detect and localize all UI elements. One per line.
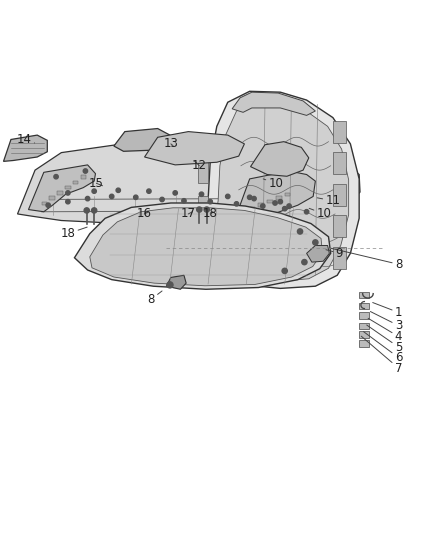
Text: 9: 9 (326, 247, 343, 260)
Circle shape (304, 209, 309, 214)
Circle shape (278, 199, 283, 204)
Text: 1: 1 (373, 303, 403, 319)
Circle shape (83, 169, 88, 173)
Bar (359, 340, 369, 346)
Circle shape (182, 199, 186, 203)
Circle shape (85, 197, 90, 201)
Circle shape (92, 189, 96, 193)
Text: 7: 7 (361, 336, 403, 375)
Bar (42, 201, 47, 205)
Bar (198, 236, 208, 262)
Circle shape (197, 207, 202, 212)
Circle shape (302, 260, 307, 265)
Text: 3: 3 (371, 312, 402, 332)
Text: 17: 17 (181, 207, 196, 221)
Bar (333, 152, 346, 174)
Bar (285, 193, 290, 197)
Text: 5: 5 (367, 325, 402, 353)
Circle shape (283, 206, 287, 211)
Bar (333, 215, 346, 237)
Polygon shape (307, 246, 329, 262)
Circle shape (46, 203, 50, 207)
Text: 4: 4 (368, 318, 403, 343)
Circle shape (173, 191, 177, 195)
Polygon shape (195, 101, 349, 281)
Circle shape (287, 204, 291, 208)
Circle shape (252, 197, 256, 201)
Polygon shape (90, 208, 322, 286)
Text: 15: 15 (89, 177, 104, 190)
Bar (359, 303, 369, 310)
Text: 14: 14 (17, 133, 35, 146)
Polygon shape (28, 165, 95, 212)
Bar (49, 197, 55, 200)
Circle shape (84, 208, 89, 213)
Text: 10: 10 (263, 177, 283, 190)
Circle shape (66, 199, 70, 204)
Polygon shape (182, 91, 359, 288)
Circle shape (66, 191, 70, 195)
Bar (73, 181, 78, 184)
Circle shape (208, 199, 212, 204)
Polygon shape (114, 128, 170, 151)
Circle shape (261, 204, 265, 208)
Text: 18: 18 (60, 227, 87, 240)
Bar (57, 191, 63, 195)
Circle shape (297, 229, 303, 234)
Text: 6: 6 (364, 332, 403, 364)
Circle shape (92, 208, 97, 213)
Bar (359, 322, 369, 329)
Text: 10: 10 (309, 207, 332, 221)
Circle shape (226, 194, 230, 199)
Circle shape (116, 188, 120, 192)
Bar (359, 312, 369, 319)
Bar (250, 207, 255, 211)
Polygon shape (166, 275, 186, 289)
Circle shape (282, 268, 287, 273)
Polygon shape (184, 262, 223, 279)
Text: 8: 8 (148, 291, 162, 306)
Circle shape (313, 240, 318, 245)
Bar (198, 157, 208, 183)
Text: 11: 11 (317, 195, 340, 207)
Bar (333, 247, 346, 269)
Bar (65, 186, 71, 189)
Circle shape (234, 201, 239, 206)
Circle shape (167, 282, 173, 288)
Circle shape (134, 195, 138, 199)
Circle shape (204, 207, 209, 212)
Circle shape (273, 201, 277, 205)
Bar (267, 200, 273, 204)
Polygon shape (145, 132, 244, 165)
Circle shape (160, 197, 164, 201)
Bar (276, 197, 282, 200)
Text: 16: 16 (137, 207, 152, 221)
Bar (333, 184, 346, 206)
Polygon shape (4, 135, 47, 161)
Circle shape (54, 174, 58, 179)
Polygon shape (18, 142, 360, 223)
Bar (258, 204, 264, 207)
Polygon shape (232, 92, 315, 115)
Polygon shape (251, 142, 309, 176)
Circle shape (110, 194, 114, 199)
Bar (333, 120, 346, 142)
Bar (198, 197, 208, 223)
Bar (359, 332, 369, 338)
Circle shape (199, 192, 204, 197)
Circle shape (147, 189, 151, 193)
Text: 12: 12 (192, 159, 207, 172)
Text: 8: 8 (331, 248, 402, 271)
Bar (359, 292, 369, 298)
Circle shape (247, 195, 252, 199)
Polygon shape (74, 203, 331, 289)
Text: 18: 18 (203, 207, 218, 220)
Text: 13: 13 (163, 138, 178, 150)
Bar (81, 175, 86, 179)
Polygon shape (237, 171, 315, 217)
